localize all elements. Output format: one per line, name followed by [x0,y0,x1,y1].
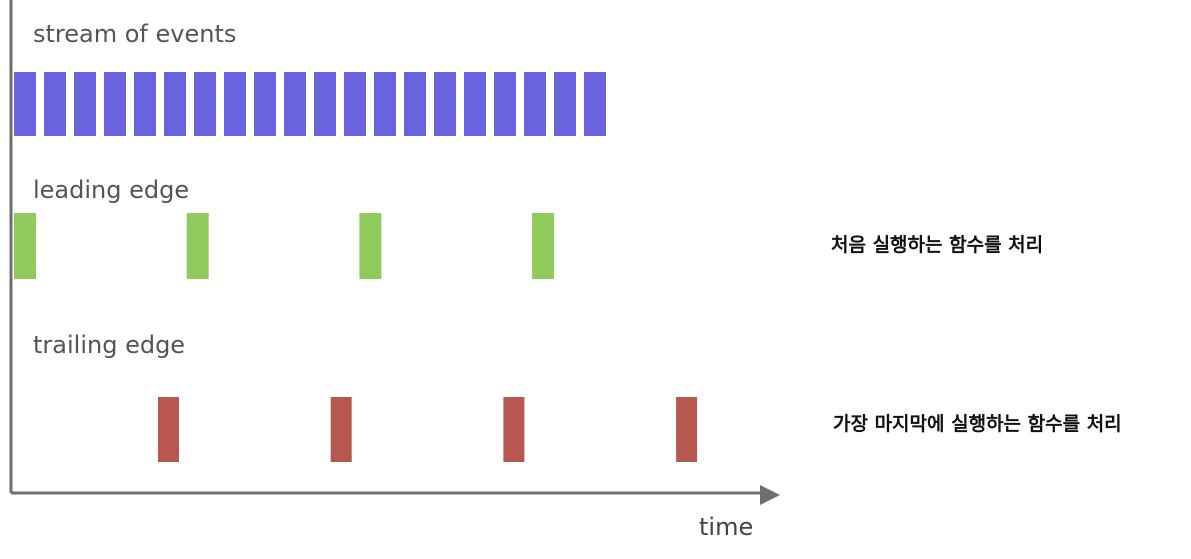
event-bar [524,72,546,136]
leading-edge-bar [532,213,555,279]
trailing-edge-bar [676,397,698,462]
leading-edge-note: 처음 실행하는 함수를 처리 [831,234,1044,256]
leading-edge-bar [186,213,209,279]
leading-edge-bar [359,213,382,279]
event-bar [164,72,186,136]
event-bar [284,72,306,136]
event-bar [434,72,456,136]
event-bar [254,72,276,136]
event-bar [554,72,576,136]
trailing-edge-bar [503,397,525,462]
events-bars [14,72,606,136]
event-bar [224,72,246,136]
event-bar [134,72,156,136]
leading-edge-bar [14,213,36,279]
event-bar [404,72,426,136]
x-axis-arrowhead [760,485,780,505]
event-bar [584,72,606,136]
event-bar [494,72,516,136]
event-bar [44,72,66,136]
trailing-bars [158,397,698,462]
event-bar [464,72,486,136]
event-bar [104,72,126,136]
x-axis-label: time [699,513,753,541]
events-row-label: stream of events [33,20,236,48]
event-bar [314,72,336,136]
leading-row-label: leading edge [33,176,189,204]
trailing-edge-bar [158,397,179,462]
event-bar [344,72,366,136]
leading-bars [14,213,555,279]
event-bar [14,72,36,136]
trailing-row-label: trailing edge [33,331,185,359]
event-bar [194,72,216,136]
event-bar [374,72,396,136]
trailing-edge-note: 가장 마지막에 실행하는 함수를 처리 [833,413,1122,435]
trailing-edge-bar [330,397,352,462]
event-bar [74,72,96,136]
